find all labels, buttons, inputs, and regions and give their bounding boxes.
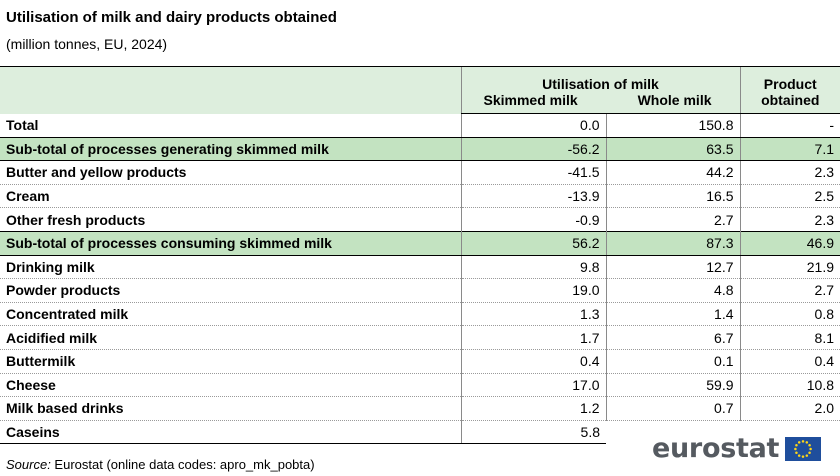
row-label: Powder products — [0, 278, 461, 303]
skimmed-milk-value: 1.2 — [460, 396, 606, 421]
whole-milk-value: 6.7 — [605, 325, 740, 350]
whole-milk-value: 87.3 — [605, 230, 740, 256]
product-obtained-value: 2.3 — [739, 160, 840, 185]
whole-milk-value: 150.8 — [605, 113, 740, 138]
row-label: Butter and yellow products — [0, 160, 461, 185]
skimmed-milk-value: 19.0 — [460, 278, 606, 303]
skimmed-milk-value: -56.2 — [460, 136, 606, 162]
table-row: Cheese 17.0 59.9 10.8 — [0, 373, 840, 398]
table-header: Utilisation of milk Product Skimmed milk… — [0, 66, 840, 114]
product-obtained-value: 0.8 — [739, 302, 840, 327]
whole-milk-value: 63.5 — [605, 136, 740, 162]
product-obtained-value: 10.8 — [739, 373, 840, 398]
table-row: Other fresh products -0.9 2.7 2.3 — [0, 207, 840, 232]
skimmed-milk-value: 0.0 — [460, 113, 606, 138]
flag-star — [801, 440, 805, 443]
source-note: Source: Eurostat (online data codes: apr… — [6, 457, 315, 472]
whole-milk-value: 0.7 — [605, 396, 740, 421]
row-label: Sub-total of processes consuming skimmed… — [0, 230, 461, 256]
row-label: Total — [0, 113, 461, 138]
flag-star — [801, 455, 805, 458]
table-row: Drinking milk 9.8 12.7 21.9 — [0, 255, 840, 280]
row-label: Concentrated milk — [0, 302, 461, 327]
logo-text: eurostat — [652, 433, 780, 464]
page-subtitle: (million tonnes, EU, 2024) — [6, 36, 168, 52]
skimmed-milk-value: -41.5 — [460, 160, 606, 185]
whole-milk-value: 1.4 — [605, 302, 740, 327]
whole-milk-value: 0.1 — [605, 349, 740, 374]
row-label: Milk based drinks — [0, 396, 461, 421]
flag-star — [805, 454, 809, 457]
row-label: Buttermilk — [0, 349, 461, 374]
row-label: Cream — [0, 184, 461, 209]
header-skimmed-milk: Skimmed milk — [460, 91, 606, 114]
flag-star — [798, 441, 801, 444]
flag-star — [795, 451, 798, 455]
whole-milk-value: 44.2 — [605, 160, 740, 185]
table-row: Powder products 19.0 4.8 2.7 — [0, 278, 840, 303]
table-row: Concentrated milk 1.3 1.4 0.8 — [0, 302, 840, 327]
skimmed-milk-value: -0.9 — [460, 207, 606, 232]
header-product-line1: Product — [739, 66, 840, 92]
row-label: Cheese — [0, 373, 461, 398]
table-row: Milk based drinks 1.2 0.7 2.0 — [0, 396, 840, 421]
row-label: Sub-total of processes generating skimme… — [0, 136, 461, 162]
header-utilisation-of-milk: Utilisation of milk — [460, 66, 740, 92]
skimmed-milk-value: 0.4 — [460, 349, 606, 374]
row-label: Drinking milk — [0, 255, 461, 280]
flag-star — [795, 443, 798, 447]
product-obtained-value: 2.0 — [739, 396, 840, 421]
table-row: Caseins 5.8 — [0, 420, 840, 445]
table-row: Butter and yellow products -41.5 44.2 2.3 — [0, 160, 840, 185]
whole-milk-value: 59.9 — [605, 373, 740, 398]
whole-milk-value: 12.7 — [605, 255, 740, 280]
whole-milk-value: 16.5 — [605, 184, 740, 209]
header-product-line2: obtained — [739, 91, 840, 114]
source-label: Source: — [6, 457, 51, 472]
page-title: Utilisation of milk and dairy products o… — [6, 9, 337, 26]
flag-star — [809, 447, 812, 451]
flag-star — [805, 441, 809, 444]
product-obtained-value: 2.7 — [739, 278, 840, 303]
whole-milk-value: 2.7 — [605, 207, 740, 232]
row-label: Caseins — [0, 420, 461, 445]
product-obtained-value: 0.4 — [739, 349, 840, 374]
skimmed-milk-value: 17.0 — [460, 373, 606, 398]
skimmed-milk-value: 1.7 — [460, 325, 606, 350]
row-label: Other fresh products — [0, 207, 461, 232]
product-obtained-value: 21.9 — [739, 255, 840, 280]
skimmed-milk-value: -13.9 — [460, 184, 606, 209]
header-label-cell — [0, 66, 461, 114]
subtotal-row: Sub-total of processes consuming skimmed… — [0, 230, 840, 256]
product-obtained-value: 46.9 — [739, 230, 840, 256]
total-row: Total 0.0 150.8- — [0, 113, 840, 138]
table-row: Cream -13.9 16.5 2.5 — [0, 184, 840, 209]
table-row: Acidified milk 1.7 6.7 8.1 — [0, 325, 840, 350]
product-obtained-value: 2.3 — [739, 207, 840, 232]
header-whole-milk: Whole milk — [606, 91, 740, 114]
flag-star — [808, 451, 811, 455]
table-body: Total 0.0 150.8- Sub-total of processes gen… — [0, 113, 840, 445]
table-row: Buttermilk 0.4 0.1 0.4 — [0, 349, 840, 374]
flag-star — [798, 454, 801, 457]
eurostat-logo: eurostat — [652, 433, 822, 464]
subtotal-row: Sub-total of processes generating skimme… — [0, 136, 840, 162]
product-obtained-value: - — [739, 113, 840, 138]
row-label: Acidified milk — [0, 325, 461, 350]
whole-milk-value: 4.8 — [605, 278, 740, 303]
eu-flag-icon — [785, 437, 822, 461]
flag-star — [794, 447, 797, 451]
product-obtained-value: 2.5 — [739, 184, 840, 209]
source-text: Eurostat (online data codes: apro_mk_pob… — [50, 457, 315, 472]
skimmed-milk-value: 1.3 — [460, 302, 606, 327]
flag-star — [808, 443, 811, 447]
skimmed-milk-value: 56.2 — [460, 230, 606, 256]
skimmed-milk-value: 5.8 — [460, 420, 606, 445]
skimmed-milk-value: 9.8 — [460, 255, 606, 280]
product-obtained-value: 8.1 — [739, 325, 840, 350]
product-obtained-value: 7.1 — [739, 136, 840, 162]
data-table: Utilisation of milk Product Skimmed milk… — [0, 66, 840, 445]
